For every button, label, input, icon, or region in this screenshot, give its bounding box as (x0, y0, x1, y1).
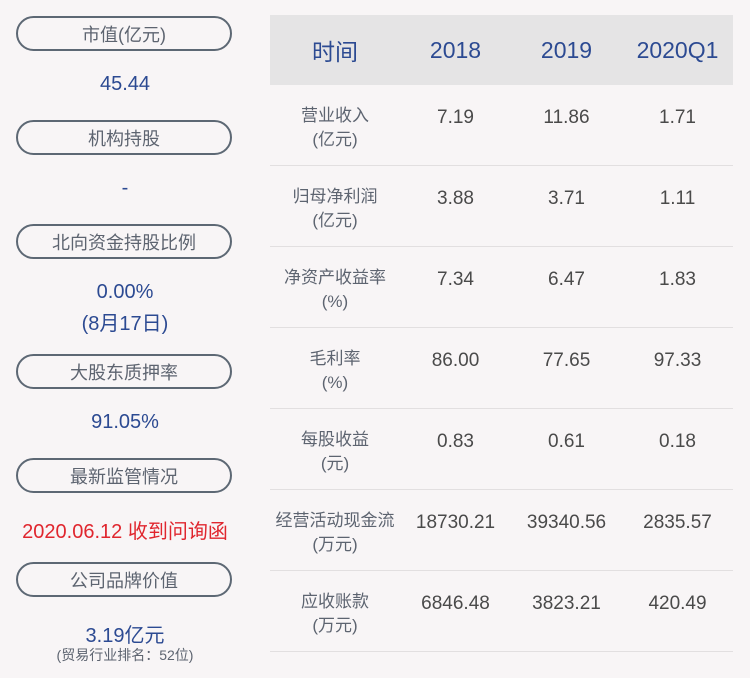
regulation-value: 2020.06.12 收到问询函 (22, 521, 228, 543)
northbound-label: 北向资金持股比例 (16, 224, 232, 259)
row-label: 毛利率 (%) (270, 328, 400, 408)
header-time: 时间 (312, 39, 358, 65)
pledge-value: 91.05% (91, 411, 159, 433)
header-2018: 2018 (429, 36, 482, 63)
institutional-label: 机构持股 (16, 120, 232, 155)
row-label: 净资产收益率 (%) (270, 247, 400, 327)
metric-unit: (万元) (312, 535, 358, 554)
cell-value: 77.65 (542, 350, 591, 371)
header-2019: 2019 (540, 36, 593, 63)
brand-rank-note: (贸易行业排名：52位) (56, 647, 194, 663)
metric-name: 每股收益 (301, 430, 369, 449)
brand-label: 公司品牌价值 (16, 562, 232, 597)
table-row: 净资产收益率 (%) 7.34 6.47 1.83 (270, 247, 733, 328)
row-label: 每股收益 (元) (270, 409, 400, 489)
table-header: 时间 2018 2019 2020Q1 (270, 15, 733, 85)
northbound-value: 0.00% (96, 281, 154, 303)
header-2020q1: 2020Q1 (636, 36, 719, 63)
row-label: 经营活动现金流 (万元) (270, 490, 400, 570)
cell-value: 1.71 (659, 107, 696, 128)
metric-name: 净资产收益率 (284, 268, 386, 287)
cell-value: 6.47 (548, 269, 585, 290)
row-label: 归母净利润 (亿元) (270, 166, 400, 246)
cell-value: 0.61 (548, 431, 585, 452)
metric-unit: (%) (321, 292, 349, 311)
metric-unit: (万元) (312, 616, 358, 635)
cell-value: 97.33 (653, 350, 702, 371)
table-row: 营业收入 (亿元) 7.19 11.86 1.71 (270, 85, 733, 166)
cell-value: 3.71 (548, 188, 585, 209)
metric-name: 营业收入 (301, 106, 369, 125)
table-row: 经营活动现金流 (万元) 18730.21 39340.56 2835.57 (270, 490, 733, 571)
metric-unit: (亿元) (312, 211, 358, 230)
cell-value: 86.00 (431, 350, 480, 371)
cell-value: 2835.57 (643, 512, 712, 533)
table-row: 每股收益 (元) 0.83 0.61 0.18 (270, 409, 733, 490)
metric-name: 归母净利润 (292, 187, 378, 206)
row-label: 应收账款 (万元) (270, 571, 400, 651)
metric-unit: (%) (321, 373, 349, 392)
pledge-label: 大股东质押率 (16, 354, 232, 389)
market-cap-label: 市值(亿元) (16, 16, 232, 51)
financial-table: 时间 2018 2019 2020Q1 营业收入 (亿元) 7.19 11.86 1.7… (270, 15, 733, 652)
brand-value: 3.19亿元 (85, 625, 165, 647)
metric-name: 毛利率 (309, 349, 361, 368)
cell-value: 7.19 (437, 107, 474, 128)
metric-name: 经营活动现金流 (275, 511, 395, 530)
cell-value: 0.83 (437, 431, 474, 452)
metric-unit: (亿元) (312, 130, 358, 149)
institutional-value: - (121, 177, 129, 199)
cell-value: 18730.21 (415, 512, 496, 533)
metric-unit: (元) (320, 454, 350, 473)
market-cap-value: 45.44 (99, 73, 151, 95)
metric-name: 应收账款 (301, 592, 369, 611)
cell-value: 7.34 (437, 269, 474, 290)
table-row: 归母净利润 (亿元) 3.88 3.71 1.11 (270, 166, 733, 247)
cell-value: 3823.21 (532, 593, 601, 614)
cell-value: 3.88 (437, 188, 474, 209)
northbound-date: (8月17日) (81, 313, 169, 335)
cell-value: 1.11 (659, 188, 696, 209)
row-label: 营业收入 (亿元) (270, 85, 400, 165)
cell-value: 6846.48 (421, 593, 490, 614)
regulation-label: 最新监管情况 (16, 458, 232, 493)
cell-value: 0.18 (659, 431, 696, 452)
cell-value: 420.49 (648, 593, 707, 614)
table-row: 毛利率 (%) 86.00 77.65 97.33 (270, 328, 733, 409)
cell-value: 1.83 (659, 269, 696, 290)
table-row: 应收账款 (万元) 6846.48 3823.21 420.49 (270, 571, 733, 652)
cell-value: 11.86 (543, 107, 590, 128)
cell-value: 39340.56 (526, 512, 607, 533)
